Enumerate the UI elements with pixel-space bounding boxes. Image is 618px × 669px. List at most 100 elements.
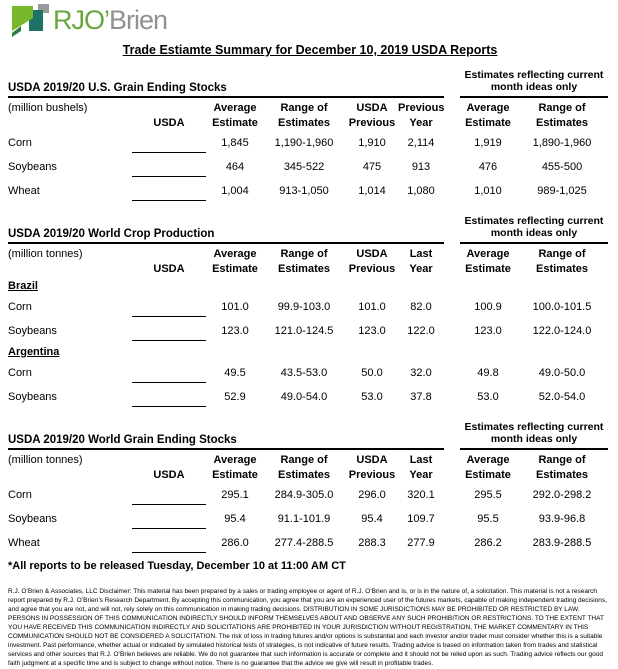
cell-current-range: 455-500 [541,161,583,173]
col-header-previous-year: Previous Year [398,102,445,129]
usda-writein-cell [130,322,208,341]
col-header-usda: USDA [153,263,185,275]
cell-usda-previous: 53.0 [361,391,383,403]
cell-average-estimate: 123.0 [221,325,249,337]
col-header-usda: USDA [153,469,185,481]
table-row: Corn 295.1 284.9-305.0 296.0 320.1 295.5… [8,483,612,507]
commodity-label: Soybeans [8,391,57,403]
col-header-current-range-of-estimates: Range of Estimates [536,248,588,275]
col-header-usda-previous: USDA Previous [348,102,396,129]
cell-range-of-estimates: 345-522 [283,161,325,173]
current-month-header-line2: month ideas only [490,80,578,93]
cell-last-year: 82.0 [410,301,432,313]
cell-range-of-estimates: 91.1-101.9 [277,513,331,525]
col-header-current-average-estimate: Average Estimate [465,248,511,275]
commodity-label: Soybeans [8,513,57,525]
col-header-range-of-estimates: Range of Estimates [278,102,330,129]
col-header-current-average-estimate: Average Estimate [465,454,511,481]
legal-disclaimer: R.J. O’Brien & Associates, LLC Disclaime… [8,588,607,667]
col-header-average-estimate: Average Estimate [212,248,258,275]
section-title: USDA 2019/20 U.S. Grain Ending Stocks [8,82,444,98]
col-header-usda-previous: USDA Previous [348,248,396,275]
cell-last-year: 277.9 [407,537,435,549]
cell-average-estimate: 1,845 [221,137,249,149]
cell-range-of-estimates: 284.9-305.0 [274,489,334,501]
cell-last-year: 122.0 [407,325,435,337]
unit-label: (million tonnes) [8,454,83,466]
usda-writein-line [132,328,206,341]
col-header-last-year: Last Year [409,454,433,481]
cell-current-average: 49.8 [477,367,499,379]
cell-previous-year: 913 [411,161,431,173]
table-row: Wheat 286.0 277.4-288.5 288.3 277.9 286.… [8,531,612,555]
cell-current-range: 122.0-124.0 [532,325,592,337]
cell-current-range: 283.9-288.5 [532,537,592,549]
current-month-header-line1: Estimates reflecting current [464,215,604,227]
usda-writein-line [132,140,206,153]
current-month-header: Estimates reflecting current month ideas… [460,421,608,450]
current-month-header-line2: month ideas only [490,226,578,239]
usda-writein-line [132,370,206,383]
cell-current-average: 295.5 [474,489,502,501]
cell-usda-previous: 1,014 [358,185,386,197]
commodity-label: Corn [8,137,32,149]
rjobrien-logo-text: RJO’Brien [53,4,168,37]
cell-usda-previous: 288.3 [358,537,386,549]
usda-writein-cell [130,298,208,317]
column-headers: (million tonnes) USDA Average Estimate Ra… [8,453,612,483]
release-footnote: *All reports to be released Tuesday, Dec… [8,560,346,572]
cell-usda-previous: 123.0 [358,325,386,337]
col-header-average-estimate: Average Estimate [212,454,258,481]
table-row: Soybeans 95.4 91.1-101.9 95.4 109.7 95.5… [8,507,612,531]
cell-usda-previous: 1,910 [358,137,386,149]
usda-writein-line [132,188,206,201]
rjobrien-logo: RJO’Brien [12,4,612,42]
col-header-last-year: Last Year [409,248,433,275]
unit-label: (million tonnes) [8,248,83,260]
cell-usda-previous: 50.0 [361,367,383,379]
cell-range-of-estimates: 43.5-53.0 [280,367,328,379]
usda-writein-cell [130,388,208,407]
cell-current-range: 1,890-1,960 [532,137,592,149]
table-row: Soybeans 123.0 121.0-124.5 123.0 122.0 1… [8,319,612,343]
cell-range-of-estimates: 121.0-124.5 [274,325,334,337]
commodity-label: Soybeans [8,161,57,173]
cell-last-year: 109.7 [407,513,435,525]
rjobrien-logo-icon [12,4,50,37]
cell-current-range: 100.0-101.5 [532,301,592,313]
usda-writein-cell [130,510,208,529]
cell-last-year: 320.1 [407,489,435,501]
current-month-header: Estimates reflecting current month ideas… [460,215,608,244]
usda-writein-cell [130,158,208,177]
table-row: Corn 49.5 43.5-53.0 50.0 32.0 49.8 49.0-… [8,361,612,385]
cell-average-estimate: 101.0 [221,301,249,313]
commodity-label: Corn [8,301,32,313]
commodity-label: Wheat [8,537,40,549]
cell-usda-previous: 475 [362,161,382,173]
cell-average-estimate: 295.1 [221,489,249,501]
usda-writein-line [132,492,206,505]
current-month-header-line1: Estimates reflecting current [464,421,604,433]
usda-writein-cell [130,534,208,553]
col-header-usda-previous: USDA Previous [348,454,396,481]
col-header-current-range-of-estimates: Range of Estimates [536,454,588,481]
section-title: USDA 2019/20 World Grain Ending Stocks [8,434,444,450]
cell-current-range: 49.0-50.0 [538,367,586,379]
cell-previous-year: 1,080 [407,185,435,197]
cell-current-average: 476 [478,161,498,173]
usda-writein-line [132,304,206,317]
usda-writein-cell [130,134,208,153]
column-headers: (million tonnes) USDA Average Estimate Ra… [8,247,612,277]
unit-label: (million bushels) [8,102,88,114]
cell-range-of-estimates: 1,190-1,960 [274,137,334,149]
table-row: Soybeans 52.9 49.0-54.0 53.0 37.8 53.0 5… [8,385,612,409]
logo-text-brien: Brien [109,5,168,35]
col-header-range-of-estimates: Range of Estimates [278,454,330,481]
cell-range-of-estimates: 277.4-288.5 [274,537,334,549]
section-us-grain-ending-stocks: USDA 2019/20 U.S. Grain Ending Stocks Es… [8,69,612,203]
current-month-header: Estimates reflecting current month ideas… [460,69,608,98]
cell-range-of-estimates: 913-1,050 [279,185,329,197]
col-header-range-of-estimates: Range of Estimates [278,248,330,275]
table-row: Corn 101.0 99.9-103.0 101.0 82.0 100.9 1… [8,295,612,319]
